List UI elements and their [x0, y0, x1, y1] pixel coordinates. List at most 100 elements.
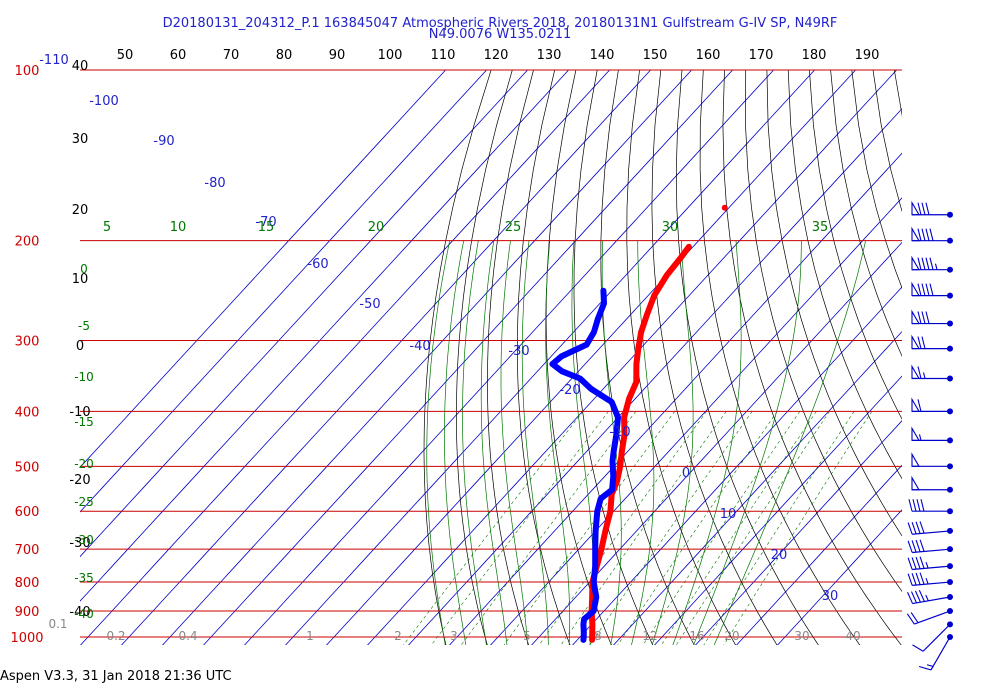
moist-adiabat-line	[480, 240, 508, 645]
isotherm-line	[80, 70, 528, 558]
wind-barb	[907, 572, 953, 586]
wind-barb	[907, 539, 953, 554]
mixing-ratio-label: 1	[306, 629, 314, 643]
isotherm-line	[654, 375, 902, 645]
dewpoint-profile-point	[581, 616, 587, 622]
dewpoint-profile-point	[615, 414, 621, 420]
dewpoint-profile-point	[594, 508, 600, 514]
left-temp-label: -110	[39, 53, 69, 68]
wind-barb	[911, 309, 953, 327]
isotherm-line	[736, 464, 902, 645]
dry-adiabat-line	[937, 70, 1000, 649]
top-scale-label: 120	[484, 48, 509, 63]
theta-e-label: 5	[103, 220, 111, 235]
temperature-isolated-point	[721, 204, 728, 211]
dry-adiabat-line	[872, 70, 902, 213]
dewpoint-profile-point	[592, 546, 598, 552]
top-scale-label: 170	[749, 48, 774, 63]
left-temp-label: -20	[69, 473, 90, 488]
temperature-profile-point	[621, 414, 627, 420]
dewpoint-profile-point	[581, 629, 587, 635]
dry-adiabat-line	[699, 70, 861, 645]
mixing-ratio-label: 5	[523, 629, 531, 643]
wind-barb	[911, 364, 953, 382]
wind-barb	[911, 200, 953, 218]
moist-adiabat-line	[545, 240, 571, 645]
isotherm-label: -80	[204, 176, 225, 191]
theta-e-label: 20	[368, 220, 385, 235]
theta-e-label: 10	[170, 220, 187, 235]
isotherm-label: 0	[682, 466, 690, 481]
top-scale-label: 60	[170, 48, 187, 63]
wind-barbs	[906, 200, 953, 671]
isotherm-line	[285, 70, 815, 645]
left-temp-label: -30	[69, 536, 90, 551]
dewpoint-profile-point	[559, 368, 565, 374]
top-scale-label: 130	[537, 48, 562, 63]
isotherm-label: -10	[609, 425, 630, 440]
moist-adiabat-line	[601, 240, 622, 645]
temperature-profile-point	[589, 637, 595, 643]
temperature-profile-point	[622, 432, 628, 438]
mixing-ratio-label: 8	[594, 629, 602, 643]
pressure-label: 300	[15, 335, 40, 350]
theta-e-label: 30	[662, 220, 679, 235]
dewpoint-profile-point	[549, 361, 555, 367]
mixing-ratio-label: 0.4	[178, 629, 197, 643]
pressure-label: 700	[15, 543, 40, 558]
pressure-label: 1000	[10, 631, 43, 646]
dewpoint-profile-point	[609, 458, 615, 464]
temperature-profile-point	[633, 379, 639, 385]
dry-adiabat-line	[766, 70, 902, 537]
pressure-label: 800	[15, 576, 40, 591]
isotherm-line	[449, 152, 902, 645]
left-temp-label: -40	[69, 605, 90, 620]
chart-subtitle-location: N49.0076 W135.0211	[428, 27, 572, 42]
isotherm-label: 20	[771, 548, 788, 563]
axis-labels: 50 60 70 80 90 100 110 120 130 140 150 160 170 180 190…	[10, 48, 879, 646]
dewpoint-profile-point	[601, 300, 607, 306]
isotherm-line	[80, 70, 610, 645]
footer-version-timestamp: Aspen V3.3, 31 Jan 2018 21:36 UTC	[0, 669, 232, 684]
moist-adiabat-line	[462, 240, 487, 645]
dry-adiabat-line	[456, 70, 513, 645]
dry-adiabat-line	[517, 70, 571, 645]
isotherm-line	[613, 330, 902, 645]
moist-adiabat-line	[672, 240, 742, 645]
mixing-ratio-line	[560, 411, 727, 645]
wind-barb	[908, 499, 953, 515]
mixing-ratio-label: 0.1	[48, 617, 67, 631]
temperature-profile-point	[635, 346, 641, 352]
wind-barb	[907, 521, 953, 535]
wind-barb	[907, 556, 953, 571]
wind-barb	[911, 397, 953, 415]
moist-adiabat-label: -10	[74, 370, 94, 384]
temperature-profile-point	[607, 508, 613, 514]
wind-barb	[911, 426, 953, 444]
mixing-ratio-label: 3	[450, 629, 458, 643]
moist-adiabat-line	[631, 240, 655, 645]
dewpoint-profile-point	[580, 621, 586, 627]
theta-e-label: 15	[258, 220, 275, 235]
temperature-profile-point	[638, 329, 644, 335]
dry-adiabat-line	[916, 70, 1000, 649]
top-scale-label: 160	[696, 48, 721, 63]
top-scale-label: 180	[802, 48, 827, 63]
temperature-profile-point	[602, 528, 608, 534]
dewpoint-profile-point	[609, 399, 615, 405]
isotherm-line	[695, 420, 902, 645]
moist-adiabat-line	[500, 240, 529, 645]
top-scale-label: 150	[643, 48, 668, 63]
top-scale-label: 80	[276, 48, 293, 63]
isotherm-label: -70	[255, 215, 276, 230]
mixing-ratio-label: 12	[642, 629, 657, 643]
top-scale-label: 50	[117, 48, 134, 63]
top-scale-label: 100	[378, 48, 403, 63]
background-grid	[80, 70, 1000, 649]
isotherm-line	[80, 70, 569, 602]
moist-adiabat-line	[444, 240, 467, 645]
dewpoint-profile-point	[592, 563, 598, 569]
dewpoint-profile-point	[584, 342, 590, 348]
left-temp-label: 20	[72, 203, 89, 218]
dewpoint-profile-point	[593, 594, 599, 600]
